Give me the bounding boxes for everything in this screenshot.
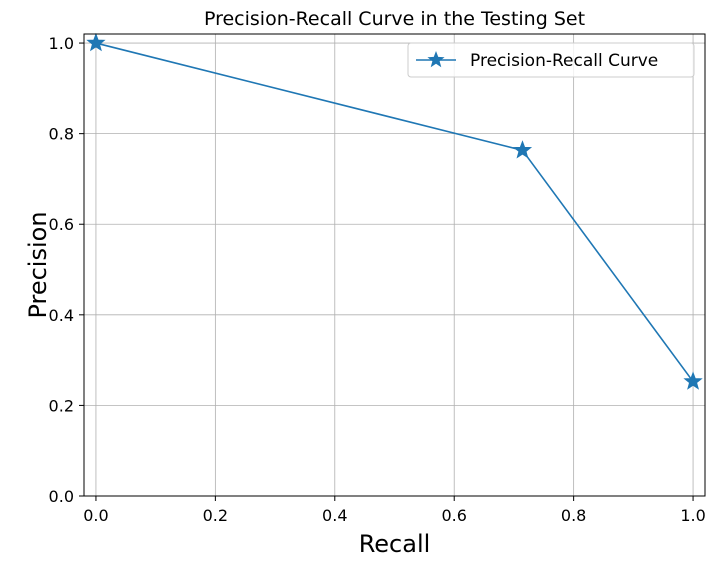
- x-tick-label: 0.6: [441, 506, 466, 525]
- y-tick-label: 0.4: [49, 306, 74, 325]
- y-tick-label: 0.6: [49, 215, 74, 234]
- data-point-star: [86, 32, 106, 52]
- x-tick-label: 0.0: [83, 506, 108, 525]
- y-tick-label: 0.0: [49, 487, 74, 506]
- y-tick-label: 0.8: [49, 125, 74, 144]
- x-tick-label: 0.2: [203, 506, 228, 525]
- x-tick-label: 0.8: [561, 506, 586, 525]
- y-axis-label: Precision: [24, 211, 52, 318]
- series-line: [95, 42, 694, 383]
- axis-ticks: 0.0 0.2 0.4 0.6 0.8 1.0 0.0 0.2 0.4 0.6 0.8 1.0: [49, 34, 706, 525]
- legend-box: [407, 42, 695, 78]
- legend-label: Precision-Recall Curve: [470, 51, 658, 71]
- chart-title: Precision-Recall Curve in the Testing Se…: [204, 8, 585, 30]
- x-tick-label: 0.4: [322, 506, 347, 525]
- legend-star-marker: [427, 51, 445, 68]
- x-axis-label: Recall: [359, 530, 431, 558]
- data-point-star: [512, 140, 533, 159]
- x-tick-label: 1.0: [680, 506, 705, 525]
- y-tick-label: 0.2: [49, 396, 74, 415]
- data-point-star: [683, 371, 703, 390]
- legend: Precision-Recall Curve: [407, 42, 695, 78]
- plot-area-frame: [83, 33, 706, 497]
- grid-lines: [84, 34, 705, 497]
- y-tick-label: 1.0: [49, 34, 74, 53]
- series-layer: [86, 32, 703, 390]
